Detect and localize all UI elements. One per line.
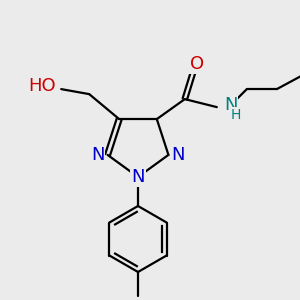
Text: N: N bbox=[91, 146, 105, 164]
Text: H: H bbox=[231, 108, 241, 122]
Text: N: N bbox=[224, 96, 237, 114]
Text: O: O bbox=[190, 55, 204, 73]
Text: N: N bbox=[131, 168, 145, 186]
Text: N: N bbox=[171, 146, 185, 164]
Text: HO: HO bbox=[28, 77, 56, 95]
